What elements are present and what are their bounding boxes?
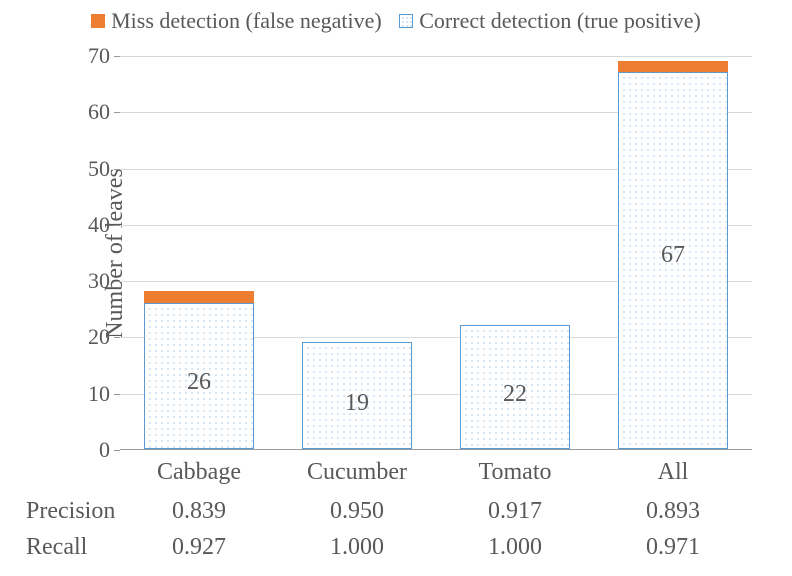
bar-all: 67 bbox=[618, 61, 728, 449]
legend-item-miss: Miss detection (false negative) bbox=[91, 8, 382, 34]
ytick-mark bbox=[114, 169, 120, 170]
ytick-label: 0 bbox=[70, 437, 110, 463]
x-category-label: Tomato bbox=[479, 459, 552, 486]
ytick-label: 60 bbox=[70, 99, 110, 125]
ytick-mark bbox=[114, 394, 120, 395]
bar-cabbage: 26 bbox=[144, 291, 254, 449]
table-cell: 1.000 bbox=[488, 534, 542, 561]
ytick-mark bbox=[114, 337, 120, 338]
ytick-label: 70 bbox=[70, 43, 110, 69]
plot-area: 01020304050607026Cabbage19Cucumber22Toma… bbox=[120, 56, 752, 450]
ytick-label: 40 bbox=[70, 212, 110, 238]
bar-value-label: 22 bbox=[460, 381, 570, 408]
bar-tomato: 22 bbox=[460, 325, 570, 449]
legend: Miss detection (false negative) Correct … bbox=[0, 8, 792, 34]
ytick-mark bbox=[114, 225, 120, 226]
legend-label-correct: Correct detection (true positive) bbox=[419, 8, 701, 34]
bar-value-label: 19 bbox=[302, 390, 412, 417]
x-category-label: Cabbage bbox=[157, 459, 241, 486]
table-row: Recall 0.927 1.000 1.000 0.971 bbox=[0, 534, 792, 570]
x-category-label: All bbox=[658, 459, 689, 486]
legend-item-correct: Correct detection (true positive) bbox=[399, 8, 701, 34]
table-cell: 1.000 bbox=[330, 534, 384, 561]
ytick-mark bbox=[114, 56, 120, 57]
square-icon bbox=[91, 14, 105, 28]
table-cell: 0.927 bbox=[172, 534, 226, 561]
table-cell: 0.950 bbox=[330, 498, 384, 525]
ytick-mark bbox=[114, 112, 120, 113]
figure-root: Miss detection (false negative) Correct … bbox=[0, 0, 792, 576]
table-cell: 0.839 bbox=[172, 498, 226, 525]
bar-value-label: 26 bbox=[144, 369, 254, 396]
x-category-label: Cucumber bbox=[307, 459, 407, 486]
ytick-mark bbox=[114, 281, 120, 282]
ytick-label: 10 bbox=[70, 381, 110, 407]
bar-segment-miss bbox=[618, 61, 728, 72]
table-row: Precision 0.839 0.950 0.917 0.893 bbox=[0, 498, 792, 534]
row-label: Recall bbox=[26, 534, 87, 561]
ytick-label: 20 bbox=[70, 324, 110, 350]
bar-segment-miss bbox=[144, 291, 254, 302]
table-cell: 0.917 bbox=[488, 498, 542, 525]
row-label: Precision bbox=[26, 498, 115, 525]
ytick-label: 30 bbox=[70, 268, 110, 294]
bar-value-label: 67 bbox=[618, 242, 728, 269]
gridline bbox=[120, 56, 752, 57]
square-dotted-icon bbox=[399, 14, 413, 28]
metrics-table: Precision 0.839 0.950 0.917 0.893 Recall 0.927… bbox=[0, 498, 792, 570]
legend-label-miss: Miss detection (false negative) bbox=[111, 8, 382, 34]
table-cell: 0.971 bbox=[646, 534, 700, 561]
bar-cucumber: 19 bbox=[302, 342, 412, 449]
ytick-mark bbox=[114, 450, 120, 451]
table-cell: 0.893 bbox=[646, 498, 700, 525]
ytick-label: 50 bbox=[70, 156, 110, 182]
